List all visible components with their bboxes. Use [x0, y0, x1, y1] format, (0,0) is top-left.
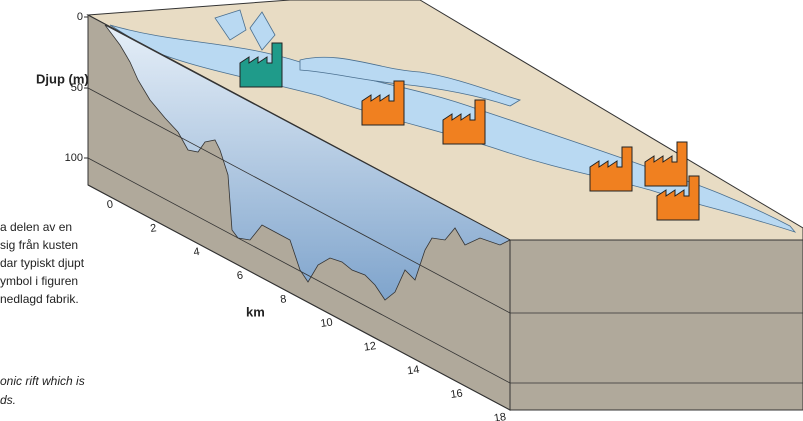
caption-line: a delen av en: [0, 220, 72, 234]
km-tick-label: 10: [320, 316, 334, 330]
km-tick-label: 8: [279, 293, 287, 306]
km-tick-label: 2: [149, 222, 157, 235]
km-axis-label: km: [246, 304, 265, 319]
km-tick-label: 6: [236, 270, 244, 283]
km-tick-label: 18: [493, 411, 507, 421]
side-face: [510, 240, 803, 410]
caption-italic-line: ds.: [0, 393, 16, 407]
caption-line: nedlagd fabrik.: [0, 292, 79, 306]
depth-tick-label: 0: [77, 11, 83, 23]
km-tick-label: 4: [193, 246, 201, 259]
caption-line: sig från kusten: [0, 238, 78, 252]
caption-italic-line: onic rift which is: [0, 374, 85, 388]
km-tick-label: 0: [106, 199, 114, 212]
km-tick-label: 16: [450, 387, 464, 401]
fjord-diagram: Djup (m) km 050100024681012141618a delen…: [0, 0, 803, 421]
depth-tick-label: 100: [65, 152, 83, 164]
caption-line: ymbol i figuren: [0, 274, 78, 288]
km-tick-label: 12: [363, 340, 377, 354]
caption-line: dar typiskt djupt: [0, 256, 85, 270]
km-tick-label: 14: [406, 364, 420, 378]
depth-tick-label: 50: [71, 82, 83, 94]
